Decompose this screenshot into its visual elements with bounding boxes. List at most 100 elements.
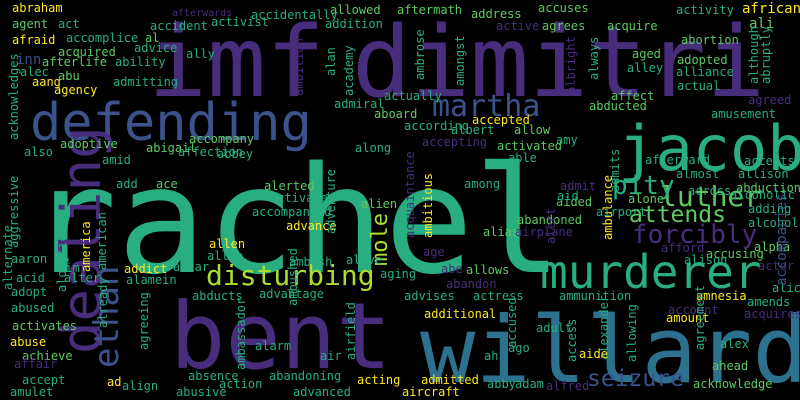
- word-accepts: accepts: [744, 154, 795, 168]
- word-aged: aged: [632, 47, 661, 61]
- word-allowed: allowed: [330, 3, 381, 17]
- word-alex: alex: [720, 337, 749, 351]
- word-agreement: agreement: [693, 285, 707, 350]
- word-al: al: [145, 31, 159, 45]
- word-adding: adding: [748, 202, 791, 216]
- word-albert: albert: [451, 123, 494, 137]
- word-abortion: abortion: [681, 33, 739, 47]
- word-luther: luther: [660, 180, 761, 213]
- word-aftermath: aftermath: [397, 3, 462, 17]
- word-allie: allie: [207, 249, 243, 263]
- word-agreed: agreed: [748, 93, 791, 107]
- word-accomplice: accomplice: [66, 31, 138, 45]
- word-accompanied: accompanied: [252, 205, 331, 219]
- word-dimitri: dimitri: [352, 6, 765, 120]
- word-agent: agent: [12, 17, 48, 31]
- word-able: able: [508, 151, 537, 165]
- word-agency: agency: [54, 83, 97, 97]
- word-alison: alison: [684, 253, 727, 267]
- word-dealing: dealing: [50, 126, 113, 354]
- word-adventure: adventure: [324, 169, 338, 234]
- word-activist: activist: [211, 15, 269, 29]
- word-airfield: airfield: [344, 302, 358, 360]
- word-acknowledges: acknowledges: [7, 53, 21, 140]
- word-absence: absence: [188, 369, 239, 383]
- word-actually: actually: [384, 89, 442, 103]
- word-afraid: afraid: [12, 33, 55, 47]
- word-accept: accept: [22, 373, 65, 387]
- word-aggressive: aggressive: [7, 176, 21, 248]
- word-accident: accident: [150, 19, 208, 33]
- word-according: according: [404, 119, 469, 133]
- word-abducts: abducts: [192, 289, 243, 303]
- word-ambrose: ambrose: [413, 29, 427, 80]
- word-abduction: abduction: [736, 181, 800, 195]
- word-ambition: ambition: [292, 38, 306, 96]
- word-amongst: amongst: [453, 35, 467, 86]
- word-aided: aided: [556, 195, 592, 209]
- word-adult: adult: [536, 321, 572, 335]
- word-alamein: alamein: [126, 273, 177, 287]
- word-altar: altar: [173, 260, 209, 274]
- word-willard: willard: [420, 297, 800, 400]
- word-allen: allen: [209, 237, 245, 251]
- word-allows: allows: [466, 263, 509, 277]
- word-amends: amends: [747, 295, 790, 309]
- word-accuses: accuses: [538, 1, 589, 15]
- word-ability: ability: [115, 55, 166, 69]
- word-acquires: acquires: [744, 307, 800, 321]
- word-across: across: [688, 184, 731, 198]
- word-also: also: [24, 145, 53, 159]
- word-abbey: abbey: [217, 147, 253, 161]
- word-although: although: [747, 26, 761, 84]
- word-ambulance: ambulance: [601, 175, 615, 240]
- word-alcoholic: alcoholic: [730, 188, 795, 202]
- word-agrees: agrees: [542, 19, 585, 33]
- word-ago: ago: [508, 341, 530, 355]
- word-ambitious: ambitious: [421, 173, 435, 238]
- word-admiral: admiral: [334, 97, 385, 111]
- word-advanced: advanced: [293, 385, 351, 399]
- word-inn: inn: [16, 52, 41, 68]
- word-amulet: amulet: [10, 385, 53, 399]
- word-afterwards: afterwards: [172, 8, 232, 19]
- word-aircraft: aircraft: [402, 385, 460, 399]
- word-already: already: [96, 277, 110, 328]
- word-advises: advises: [404, 289, 455, 303]
- word-ace: ace: [156, 177, 178, 191]
- word-albright: albright: [564, 36, 578, 94]
- word-affection: affection: [178, 145, 243, 159]
- word-amid: amid: [102, 153, 131, 167]
- word-ahead: ahead: [712, 359, 748, 373]
- word-adopt: adopt: [11, 285, 47, 299]
- word-affair: affair: [14, 357, 57, 371]
- word-achieve: achieve: [22, 349, 73, 363]
- word-accompanies: accompanies: [774, 193, 790, 286]
- word-alfred: alfred: [546, 379, 589, 393]
- word-abraham: abraham: [12, 1, 63, 15]
- word-adam: adam: [515, 377, 544, 391]
- word-rachel: rachel: [28, 135, 563, 307]
- word-align: align: [122, 379, 158, 393]
- word-alone: alone: [628, 192, 664, 206]
- word-actual: actual: [677, 79, 720, 93]
- word-actor: actor: [758, 259, 794, 273]
- word-abducted: abducted: [589, 99, 647, 113]
- word-forcibly: forcibly: [632, 220, 757, 250]
- word-imf: imf: [148, 6, 325, 120]
- word-alongside: alongside: [55, 227, 69, 292]
- word-activate: activate: [270, 191, 328, 205]
- word-accusing: accusing: [706, 247, 764, 261]
- word-aide: aide: [579, 347, 608, 361]
- word-abusive: abusive: [176, 385, 227, 399]
- word-allison: allison: [738, 167, 789, 181]
- word-abigail: abigail: [146, 141, 197, 155]
- word-african: african: [742, 1, 800, 17]
- word-alpha: alpha: [754, 240, 790, 254]
- word-bent: bent: [170, 283, 392, 390]
- word-admits: admits: [608, 149, 622, 192]
- word-adoptive: adoptive: [60, 137, 118, 151]
